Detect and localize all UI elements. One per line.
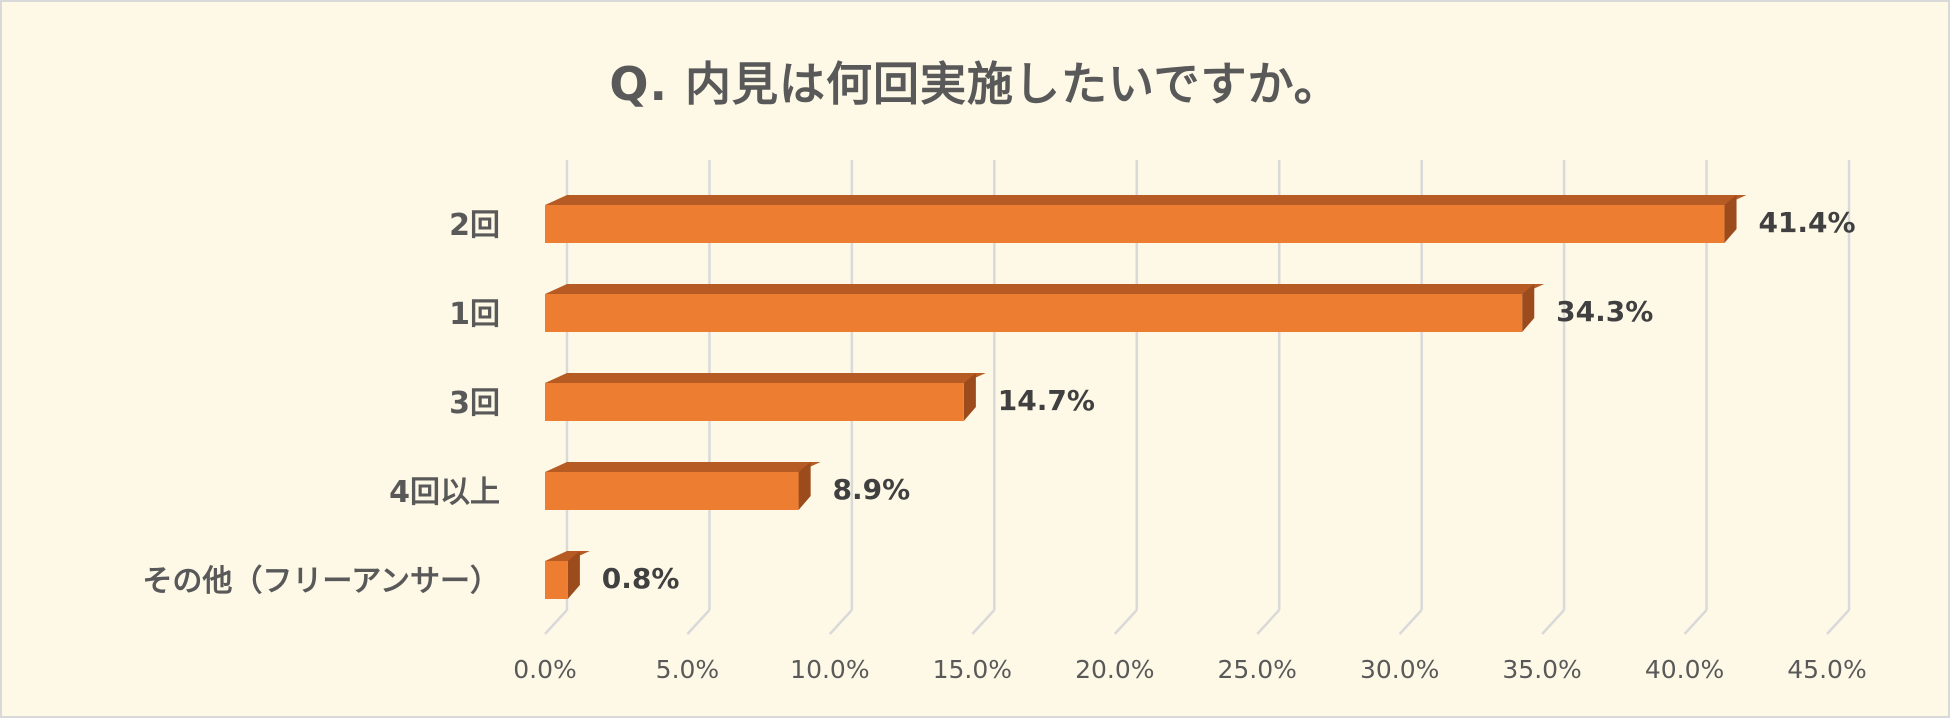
bar-side-face <box>567 551 580 599</box>
x-tick-label: 25.0% <box>1218 655 1297 684</box>
x-tick-label: 5.0% <box>656 655 720 684</box>
grid-line <box>971 609 996 635</box>
category-label: 4回以上 <box>389 475 500 510</box>
category-label: その他（フリーアンサー） <box>142 564 500 599</box>
grid-line <box>1113 609 1138 635</box>
grid-line <box>686 609 711 635</box>
category-label: 3回 <box>449 386 500 421</box>
bar <box>545 561 568 599</box>
grid-line <box>1256 609 1281 635</box>
bar-side-face <box>1522 284 1535 332</box>
bar-top-face <box>545 373 986 383</box>
bar-top-face <box>545 284 1545 294</box>
bar-side-face <box>798 462 811 510</box>
grid-line <box>1398 609 1423 635</box>
x-tick-label: 0.0% <box>513 655 577 684</box>
x-tick-label: 10.0% <box>790 655 869 684</box>
bar-side-face <box>1724 195 1737 243</box>
category-label: 2回 <box>449 208 500 243</box>
bar <box>545 383 964 421</box>
grid-line <box>828 609 853 635</box>
bar-top-face <box>545 195 1747 205</box>
x-tick-label: 30.0% <box>1360 655 1439 684</box>
x-tick-label: 15.0% <box>933 655 1012 684</box>
data-label: 14.7% <box>998 384 1095 417</box>
bar-side-face <box>963 373 976 421</box>
grid-line <box>1541 609 1566 635</box>
data-label: 0.8% <box>602 562 680 595</box>
data-label: 41.4% <box>1758 206 1855 239</box>
grid-line <box>544 609 568 635</box>
chart-title: Q. 内見は何回実施したいですか。 <box>609 57 1341 111</box>
bar <box>545 294 1523 332</box>
x-tick-label: 40.0% <box>1645 655 1724 684</box>
bars <box>545 195 1747 599</box>
bar <box>545 472 799 510</box>
data-label: 8.9% <box>833 473 911 506</box>
labels: 0.0% 5.0% 10.0% 15.0% 20.0% 25.0% 30.0% 35.0% 40… <box>142 206 1866 684</box>
grid-line <box>1826 609 1850 635</box>
x-tick-label: 35.0% <box>1502 655 1581 684</box>
x-tick-label: 45.0% <box>1787 655 1866 684</box>
bar-top-face <box>545 462 821 472</box>
bar-top-face <box>545 551 590 561</box>
grid-line <box>1683 609 1708 635</box>
category-label: 1回 <box>449 297 500 332</box>
x-tick-label: 20.0% <box>1075 655 1154 684</box>
data-label: 34.3% <box>1556 295 1653 328</box>
bar <box>545 205 1725 243</box>
